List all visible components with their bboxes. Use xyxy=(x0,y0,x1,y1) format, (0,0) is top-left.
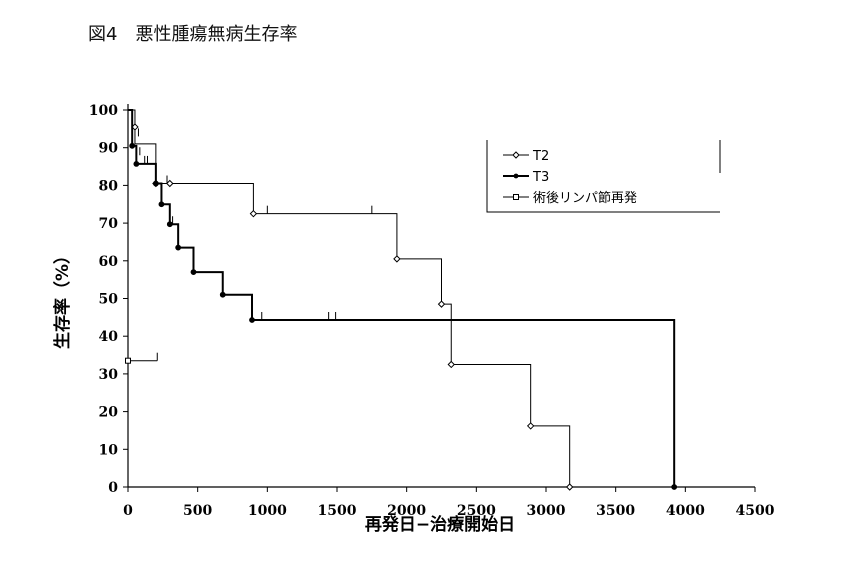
x-tick-label: 500 xyxy=(183,503,212,519)
y-tick-label: 30 xyxy=(99,367,119,383)
y-tick-label: 70 xyxy=(99,216,119,232)
event-marker xyxy=(166,179,174,188)
series-layer xyxy=(125,109,678,491)
series-2 xyxy=(128,109,678,490)
event-marker xyxy=(158,201,165,208)
event-marker xyxy=(393,255,401,263)
event-marker xyxy=(175,244,182,251)
event-marker xyxy=(219,291,226,298)
event-marker xyxy=(565,483,574,491)
y-tick-label: 60 xyxy=(99,254,119,270)
series-line xyxy=(128,109,676,487)
event-marker xyxy=(249,317,255,323)
y-tick-label: 10 xyxy=(99,442,119,458)
x-tick-label: 3500 xyxy=(596,503,635,519)
event-marker xyxy=(152,180,159,187)
x-tick-label: 2500 xyxy=(457,503,496,519)
event-marker xyxy=(125,357,131,364)
y-axis-title: 生存率（%） xyxy=(52,247,73,349)
y-tick-label: 0 xyxy=(108,480,118,496)
event-marker xyxy=(437,300,446,308)
x-axis-title: 再発日−治療開始日 xyxy=(365,514,515,535)
y-tick-label: 100 xyxy=(89,103,118,119)
x-tick-label: 0 xyxy=(123,503,133,519)
legend-frame-left-bottom xyxy=(486,140,720,213)
legend-swatch-marker xyxy=(513,173,519,179)
figure-title: 図4 悪性腫瘍無病生存率 xyxy=(88,24,298,45)
event-marker xyxy=(671,484,678,490)
y-tick-label: 80 xyxy=(99,178,119,194)
series-1 xyxy=(128,109,574,491)
x-tick-label: 3000 xyxy=(527,503,566,519)
event-marker xyxy=(133,161,140,167)
x-tick-label: 4500 xyxy=(736,503,775,519)
x-tick-label: 1500 xyxy=(318,503,357,519)
series-line xyxy=(128,109,571,487)
event-marker xyxy=(249,209,258,218)
event-marker xyxy=(447,360,455,369)
series-3 xyxy=(125,352,158,364)
event-marker xyxy=(129,142,136,149)
legend-entry-label: T3 xyxy=(532,170,549,185)
event-marker xyxy=(190,269,197,276)
y-tick-label: 90 xyxy=(99,141,119,157)
legend: T2 T3 術後リンパ節再発 xyxy=(486,140,721,213)
y-tick-label: 40 xyxy=(99,329,119,345)
legend-swatch-marker xyxy=(513,194,519,200)
legend-entry-label: 術後リンパ節再発 xyxy=(533,191,637,206)
y-tick-label: 20 xyxy=(99,405,119,421)
x-tick-label: 2000 xyxy=(387,503,426,519)
legend-entry-label: T2 xyxy=(532,149,549,164)
event-marker xyxy=(526,422,535,430)
x-tick-label: 1000 xyxy=(248,503,287,519)
y-tick-label: 50 xyxy=(99,292,119,308)
legend-swatch-marker xyxy=(512,151,520,159)
event-marker xyxy=(166,221,173,228)
x-tick-label: 4000 xyxy=(666,503,705,519)
